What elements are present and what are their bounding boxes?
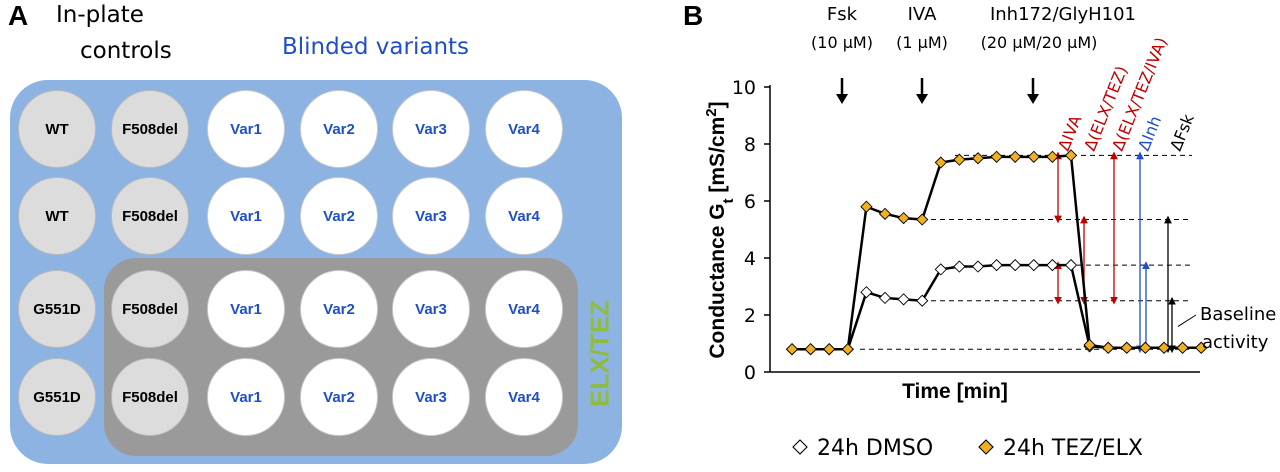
well-r3-c5: Var3 bbox=[392, 270, 470, 348]
legend-marker-tez-elx bbox=[978, 439, 994, 455]
blinded-variants-title: Blinded variants bbox=[282, 34, 470, 60]
series-point-dmso bbox=[1046, 258, 1059, 272]
well-r4-c6: Var4 bbox=[485, 358, 563, 436]
series-point-tez-elx bbox=[860, 200, 873, 213]
well-r1-c4: Var2 bbox=[300, 90, 378, 168]
series-point-tez-elx bbox=[1139, 341, 1152, 354]
controls-title-line1: In-plate bbox=[56, 2, 144, 28]
series-point-tez-elx bbox=[1009, 150, 1022, 163]
well-r2-c2: F508del bbox=[111, 177, 189, 255]
series-point-dmso bbox=[878, 291, 892, 305]
delta-label: ΔFsk bbox=[1166, 111, 1198, 154]
well-r3-c2: F508del bbox=[111, 270, 189, 348]
y-tick-label: 2 bbox=[744, 305, 756, 327]
series-point-tez-elx bbox=[878, 207, 892, 220]
baseline-label-line2: activity bbox=[1202, 332, 1269, 353]
panel-a-letter: A bbox=[8, 0, 29, 31]
series-point-tez-elx bbox=[1046, 150, 1059, 163]
series-point-tez-elx bbox=[1120, 341, 1133, 354]
well-r3-c4: Var2 bbox=[300, 270, 378, 348]
series-point-tez-elx bbox=[1064, 149, 1078, 162]
series-point-tez-elx bbox=[1027, 150, 1040, 163]
y-axis-label-unit: [mS/cm bbox=[706, 117, 729, 199]
series-point-dmso bbox=[916, 294, 929, 307]
well-r1-c1: WT bbox=[18, 90, 96, 168]
series-point-tez-elx bbox=[804, 343, 817, 356]
series-point-tez-elx bbox=[916, 213, 929, 226]
series-point-tez-elx bbox=[971, 152, 985, 165]
controls-title-line2: controls bbox=[80, 38, 172, 64]
y-axis-label-sub: t bbox=[720, 198, 737, 203]
legend-label-tez-elx: 24h TEZ/ELX bbox=[1003, 436, 1143, 461]
well-r4-c2: F508del bbox=[111, 358, 189, 436]
legend-marker-dmso bbox=[792, 439, 808, 455]
series-point-dmso bbox=[860, 286, 873, 299]
well-r3-c6: Var4 bbox=[485, 270, 563, 348]
addition-name: Fsk bbox=[827, 4, 858, 25]
well-r2-c6: Var4 bbox=[485, 177, 563, 255]
well-r4-c5: Var3 bbox=[392, 358, 470, 436]
baseline-label-line1: Baseline bbox=[1200, 304, 1276, 325]
series-point-tez-elx bbox=[841, 343, 854, 356]
well-r1-c6: Var4 bbox=[485, 90, 563, 168]
series-point-tez-elx bbox=[1102, 341, 1115, 354]
well-r4-c4: Var2 bbox=[300, 358, 378, 436]
well-r4-c1: G551D bbox=[18, 358, 96, 436]
series-point-tez-elx bbox=[990, 150, 1003, 163]
series-point-dmso bbox=[897, 293, 910, 306]
addition-conc: (10 µM) bbox=[811, 33, 873, 52]
y-tick-label: 6 bbox=[744, 191, 756, 213]
x-axis-label: Time [min] bbox=[902, 380, 1008, 403]
well-r3-c1: G551D bbox=[18, 270, 96, 348]
y-axis-label-end: ] bbox=[706, 101, 729, 108]
addition-arrow-head bbox=[1027, 94, 1039, 104]
well-r3-c3: Var1 bbox=[207, 270, 285, 348]
well-r2-c3: Var1 bbox=[207, 177, 285, 255]
y-tick-label: 4 bbox=[744, 248, 756, 270]
y-axis-label-main: Conductance G bbox=[706, 203, 729, 358]
y-tick-label: 0 bbox=[744, 362, 756, 384]
series-point-dmso bbox=[990, 258, 1003, 272]
well-r2-c4: Var2 bbox=[300, 177, 378, 255]
addition-conc: (20 µM/20 µM) bbox=[981, 33, 1098, 52]
well-r1-c2: F508del bbox=[111, 90, 189, 168]
y-axis-label: Conductance Gt [mS/cm2] bbox=[703, 101, 737, 358]
y-tick-label: 10 bbox=[732, 77, 756, 99]
series-point-tez-elx bbox=[1195, 341, 1208, 354]
well-r1-c5: Var3 bbox=[392, 90, 470, 168]
series-point-tez-elx bbox=[897, 211, 910, 225]
well-r2-c1: WT bbox=[18, 177, 96, 255]
y-tick-label: 8 bbox=[744, 134, 756, 156]
series-point-tez-elx bbox=[1176, 341, 1189, 354]
well-r1-c3: Var1 bbox=[207, 90, 285, 168]
series-point-tez-elx bbox=[934, 156, 947, 169]
baseline-leader-line bbox=[1177, 314, 1197, 327]
series-point-dmso bbox=[953, 260, 966, 273]
series-point-dmso bbox=[1027, 258, 1040, 272]
series-point-tez-elx bbox=[1083, 338, 1096, 352]
series-point-dmso bbox=[971, 260, 985, 273]
panel-b-letter: B bbox=[683, 0, 704, 31]
series-point-tez-elx bbox=[823, 343, 836, 356]
series-point-dmso bbox=[1009, 258, 1022, 272]
legend-label-dmso: 24h DMSO bbox=[817, 436, 933, 461]
series-point-tez-elx bbox=[785, 343, 799, 356]
series-point-tez-elx bbox=[1157, 341, 1171, 354]
addition-arrow-head bbox=[836, 94, 848, 104]
addition-arrow-head bbox=[916, 94, 928, 104]
addition-name: IVA bbox=[908, 4, 937, 25]
well-r2-c5: Var3 bbox=[392, 177, 470, 255]
series-point-tez-elx bbox=[953, 153, 966, 166]
y-axis-label-sup: 2 bbox=[703, 108, 720, 116]
series-point-dmso bbox=[934, 263, 947, 276]
addition-name: Inh172/GlyH101 bbox=[990, 4, 1136, 25]
well-r4-c3: Var1 bbox=[207, 358, 285, 436]
addition-conc: (1 µM) bbox=[896, 33, 948, 52]
series-point-dmso bbox=[1064, 258, 1078, 272]
